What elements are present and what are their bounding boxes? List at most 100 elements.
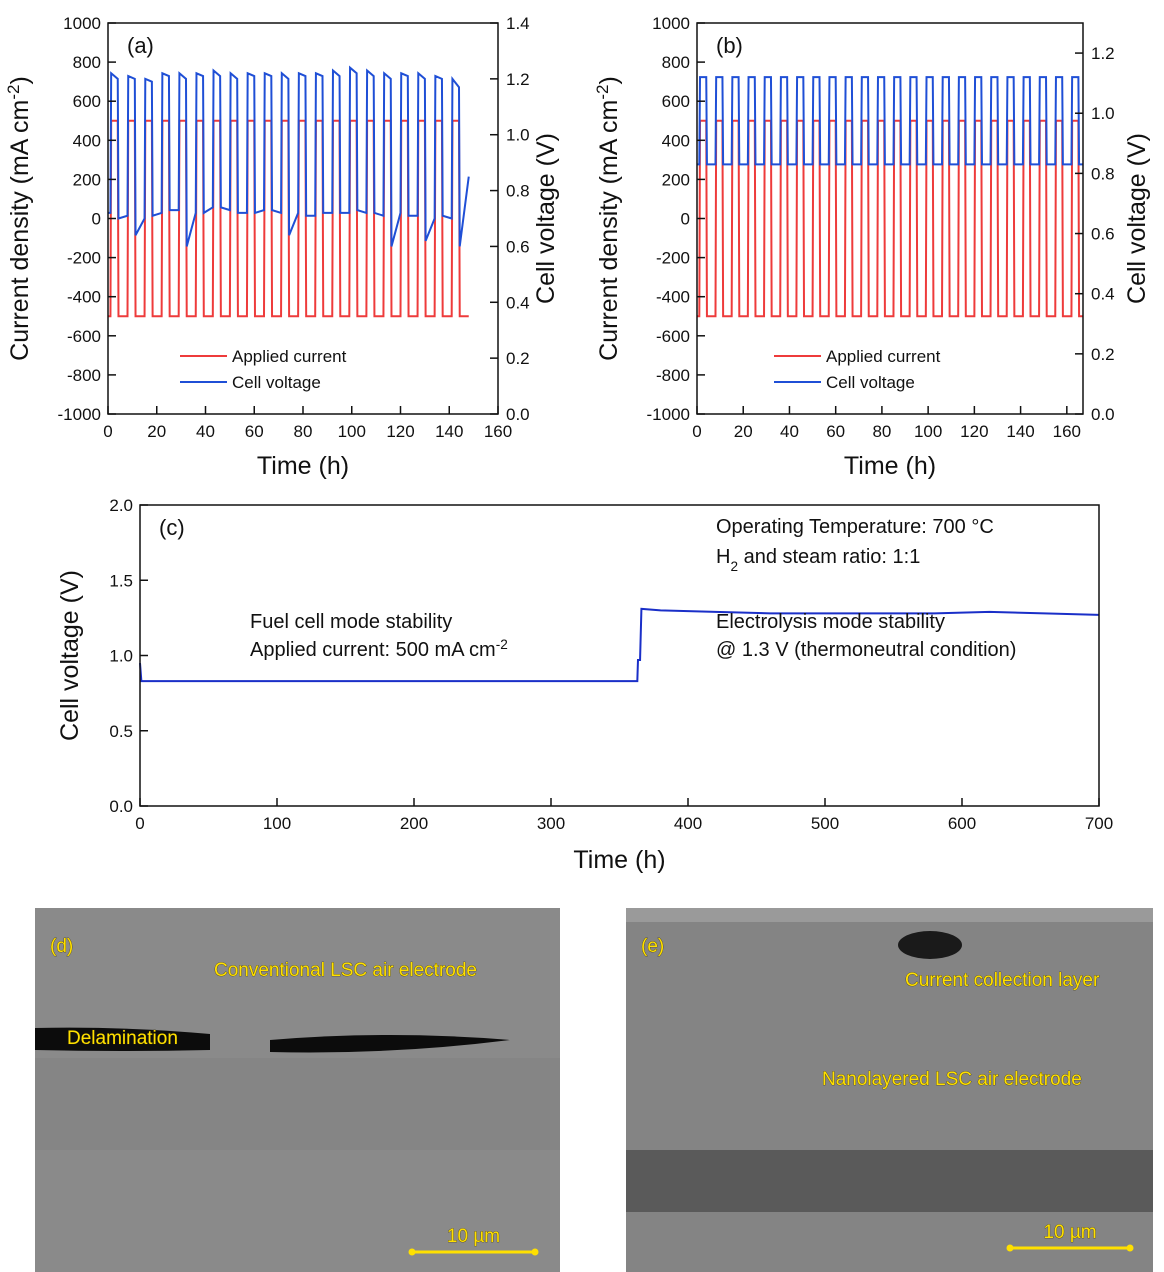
- scale-bar-end: [1006, 1244, 1014, 1252]
- annotation: Fuel cell mode stability: [250, 611, 452, 633]
- pore: [898, 931, 962, 959]
- x-tick-label: 120: [386, 422, 414, 441]
- legend-label: Cell voltage: [232, 373, 321, 392]
- annotation: H2 and steam ratio: 1:1: [716, 546, 920, 574]
- image-annotation: Conventional LSC air electrode: [214, 960, 477, 981]
- text-segment: ): [595, 76, 623, 84]
- text-segment: -2: [593, 85, 612, 100]
- y2-tick-label: 0.8: [1091, 164, 1115, 183]
- delamination-gap: [270, 1035, 510, 1053]
- y-tick-label: 200: [73, 170, 101, 189]
- x-tick-label: 140: [1006, 422, 1034, 441]
- scale-bar-end: [531, 1248, 539, 1256]
- y-tick-label: 1000: [652, 14, 690, 33]
- series-line: [108, 119, 469, 318]
- series-line: [108, 65, 470, 247]
- scale-bar-end: [1126, 1244, 1134, 1252]
- image-annotation: Current collection layer: [905, 970, 1100, 991]
- text-segment: Current density (mA cm: [595, 100, 623, 361]
- y2-tick-label: 0.4: [506, 293, 530, 312]
- y-axis-title: Current density (mA cm-2): [4, 76, 35, 361]
- image-annotation: Delamination: [67, 1028, 178, 1049]
- y2-tick-label: 0.6: [506, 237, 530, 256]
- text-segment: ): [6, 76, 34, 84]
- text-segment: -2: [4, 85, 23, 100]
- y2-tick-label: 1.4: [506, 14, 530, 33]
- y-tick-label: 0.0: [109, 797, 133, 816]
- electrolyte-band: [626, 1150, 1153, 1212]
- y-tick-label: -1000: [58, 405, 101, 424]
- x-tick-label: 80: [872, 422, 891, 441]
- y-tick-label: 2.0: [109, 496, 133, 515]
- annotation: Electrolysis mode stability: [716, 611, 945, 633]
- panel-label: (c): [159, 515, 185, 540]
- x-tick-label: 140: [435, 422, 463, 441]
- y-tick-label: 0: [681, 210, 690, 229]
- x-tick-label: 0: [692, 422, 701, 441]
- y-tick-label: -400: [656, 288, 690, 307]
- legend-label: Cell voltage: [826, 373, 915, 392]
- y2-tick-label: 0.0: [1091, 405, 1115, 424]
- text-segment: @ 1.3 V (thermoneutral condition): [716, 639, 1016, 661]
- y2-tick-label: 0.2: [1091, 345, 1115, 364]
- y2-tick-label: 1.0: [1091, 104, 1115, 123]
- x-tick-label: 60: [245, 422, 264, 441]
- y2-tick-label: 1.2: [506, 70, 530, 89]
- legend-label: Applied current: [232, 347, 347, 366]
- x-tick-label: 160: [1053, 422, 1081, 441]
- y-tick-label: -1000: [647, 405, 690, 424]
- x-tick-label: 20: [147, 422, 166, 441]
- sem-image-d: [35, 908, 560, 1272]
- annotation: @ 1.3 V (thermoneutral condition): [716, 639, 1016, 661]
- text-segment: Electrolysis mode stability: [716, 611, 945, 633]
- image-texture: [626, 908, 1153, 1272]
- y2-axis-title: Cell voltage (V): [1123, 133, 1151, 304]
- y-tick-label: -200: [67, 249, 101, 268]
- x-tick-label: 40: [780, 422, 799, 441]
- sem-image-e: [626, 908, 1153, 1272]
- x-tick-label: 100: [263, 814, 291, 833]
- y2-tick-label: 0.6: [1091, 225, 1115, 244]
- y-tick-label: -800: [67, 366, 101, 385]
- image-label: (e): [641, 936, 664, 957]
- x-tick-label: 160: [484, 422, 512, 441]
- x-tick-label: 500: [811, 814, 839, 833]
- text-segment: Fuel cell mode stability: [250, 611, 452, 633]
- y-tick-label: -400: [67, 288, 101, 307]
- x-tick-label: 600: [948, 814, 976, 833]
- scale-bar-label: 10 µm: [447, 1226, 500, 1247]
- text-segment: Applied current: 500 mA cm: [250, 639, 496, 661]
- x-tick-label: 0: [135, 814, 144, 833]
- y2-tick-label: 0.0: [506, 405, 530, 424]
- x-tick-label: 120: [960, 422, 988, 441]
- x-tick-label: 60: [826, 422, 845, 441]
- y-tick-label: 600: [662, 92, 690, 111]
- scale-bar-end: [408, 1248, 416, 1256]
- y-tick-label: 1.5: [109, 571, 133, 590]
- y-axis-title: Current density (mA cm-2): [593, 76, 624, 361]
- y2-tick-label: 0.8: [506, 182, 530, 201]
- x-axis-title: Time (h): [844, 452, 936, 480]
- annotation: Applied current: 500 mA cm-2: [250, 637, 508, 662]
- text-segment: H: [716, 546, 730, 568]
- y-tick-label: -200: [656, 249, 690, 268]
- y-tick-label: 200: [662, 170, 690, 189]
- series-line: [139, 607, 1100, 683]
- y2-tick-label: 1.0: [506, 126, 530, 145]
- y2-tick-label: 0.4: [1091, 285, 1115, 304]
- y-tick-label: -800: [656, 366, 690, 385]
- text-segment: and steam ratio: 1:1: [738, 546, 920, 568]
- electrolyte-band: [35, 1058, 560, 1150]
- panel-label: (a): [127, 33, 154, 58]
- y-tick-label: 800: [662, 53, 690, 72]
- y-tick-label: 0.5: [109, 722, 133, 741]
- y-tick-label: 600: [73, 92, 101, 111]
- y-tick-label: -600: [656, 327, 690, 346]
- text-segment: -2: [496, 637, 508, 652]
- x-tick-label: 80: [294, 422, 313, 441]
- scale-bar-label: 10 µm: [1043, 1222, 1096, 1243]
- x-tick-label: 0: [103, 422, 112, 441]
- x-tick-label: 100: [338, 422, 366, 441]
- y-tick-label: 1.0: [109, 647, 133, 666]
- y-tick-label: 1000: [63, 14, 101, 33]
